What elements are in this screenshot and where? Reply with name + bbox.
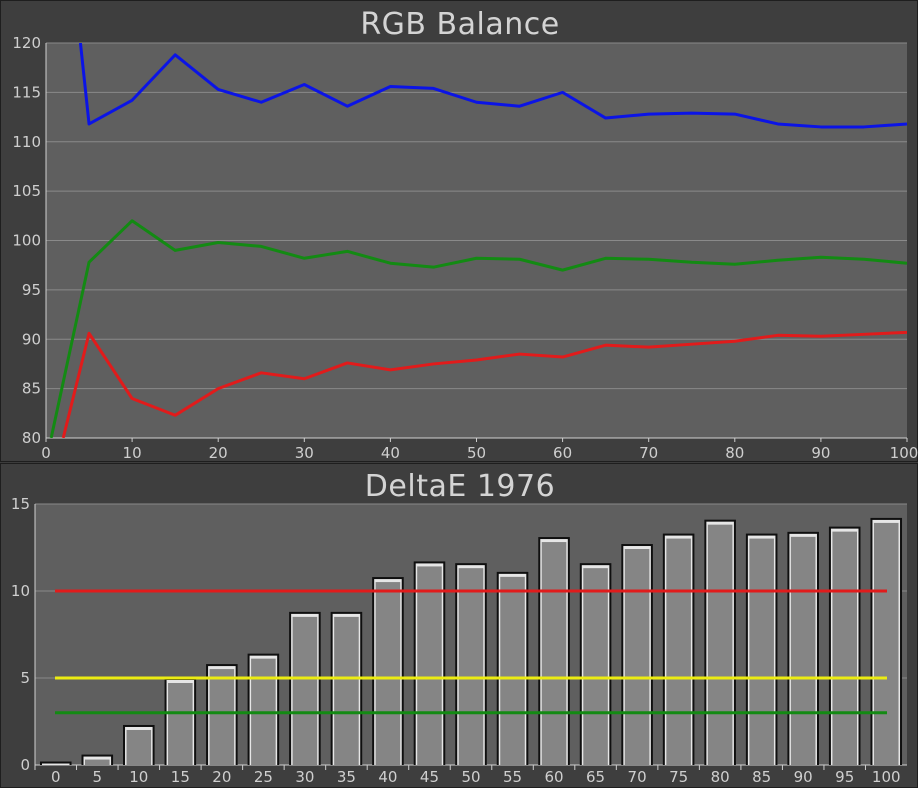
deltae-x-tick-label: 60 — [545, 768, 564, 786]
rgb-y-tick-label: 95 — [22, 281, 41, 299]
deltae-x-tick-label: 10 — [129, 768, 148, 786]
deltae-x-tick-label: 85 — [752, 768, 771, 786]
deltae-bar — [458, 568, 484, 765]
deltae-x-tick-label: 20 — [212, 768, 231, 786]
deltae-y-tick-label: 0 — [20, 756, 30, 774]
deltae-bar — [832, 531, 857, 765]
deltae-x-tick-label: 25 — [254, 768, 273, 786]
rgb-series-line-2 — [61, 330, 907, 438]
deltae-bar-highlight — [41, 763, 70, 765]
deltae-bar — [126, 729, 152, 765]
deltae-bar — [375, 582, 401, 765]
deltae-y-tick-label: 15 — [11, 495, 30, 513]
deltae-bar — [666, 538, 691, 765]
rgb-x-tick-label: 0 — [41, 444, 51, 462]
rgb-x-tick-label: 100 — [890, 444, 918, 462]
rgb-series-line-0 — [78, 43, 907, 129]
deltae-x-tick-label: 45 — [420, 768, 439, 786]
rgb-y-tick-label: 85 — [22, 380, 41, 398]
deltae-x-tick-label: 5 — [93, 768, 103, 786]
deltae-x-tick-label: 15 — [171, 768, 190, 786]
deltae-bar — [790, 536, 816, 765]
rgb-y-tick-label: 105 — [12, 182, 41, 200]
deltae-y-tick-label: 10 — [11, 582, 30, 600]
rgb-x-tick-label: 80 — [725, 444, 744, 462]
rgb-y-tick-label: 120 — [12, 34, 41, 52]
rgb-x-tick-label: 30 — [295, 444, 314, 462]
deltae-x-tick-label: 55 — [503, 768, 522, 786]
deltae-bar — [873, 522, 899, 765]
deltae-bar — [707, 524, 733, 765]
deltae-y-tick-label: 5 — [20, 669, 30, 687]
deltae-bar — [209, 669, 235, 765]
deltae-x-tick-label: 50 — [461, 768, 480, 786]
deltae-x-tick-label: 0 — [51, 768, 61, 786]
deltae-bar — [500, 576, 525, 765]
deltae-title: DeltaE 1976 — [364, 469, 556, 504]
rgb-y-tick-label: 110 — [12, 133, 41, 151]
deltae-bar — [583, 568, 608, 765]
deltae-x-tick-label: 40 — [378, 768, 397, 786]
deltae-bar — [417, 566, 442, 765]
rgb-x-tick-label: 50 — [467, 444, 486, 462]
rgb-y-tick-label: 100 — [12, 232, 41, 250]
rgb-y-tick-label: 80 — [22, 429, 41, 447]
deltae-bar — [334, 616, 359, 765]
deltae-bar — [85, 759, 110, 765]
rgb-series-group — [49, 43, 907, 438]
rgb-x-tick-label: 90 — [811, 444, 830, 462]
deltae-bar — [624, 549, 650, 765]
rgb-x-tick-label: 60 — [553, 444, 572, 462]
deltae-bar — [168, 683, 193, 765]
deltae-x-tick-label: 30 — [295, 768, 314, 786]
deltae-x-tick-label: 95 — [835, 768, 854, 786]
rgb-x-tick-label: 40 — [381, 444, 400, 462]
deltae-x-tick-label: 70 — [628, 768, 647, 786]
rgb-x-tick-label: 70 — [639, 444, 658, 462]
deltae-x-tick-label: 80 — [711, 768, 730, 786]
rgb-series-line-1 — [49, 219, 907, 438]
rgb-balance-title: RGB Balance — [360, 7, 560, 42]
deltae-x-tick-label: 35 — [337, 768, 356, 786]
rgb-x-tick-label: 20 — [209, 444, 228, 462]
deltae-x-tick-label: 100 — [872, 768, 901, 786]
rgb-y-tick-label: 115 — [12, 83, 41, 101]
deltae-bar-outline — [39, 761, 72, 765]
rgb-x-tick-label: 10 — [123, 444, 142, 462]
rgb-y-tick-label: 90 — [22, 330, 41, 348]
deltae-x-tick-label: 90 — [794, 768, 813, 786]
deltae-bar — [749, 538, 774, 765]
deltae-x-tick-label: 75 — [669, 768, 688, 786]
deltae-bar — [292, 616, 318, 765]
deltae-bar — [541, 542, 567, 765]
deltae-x-tick-label: 65 — [586, 768, 605, 786]
